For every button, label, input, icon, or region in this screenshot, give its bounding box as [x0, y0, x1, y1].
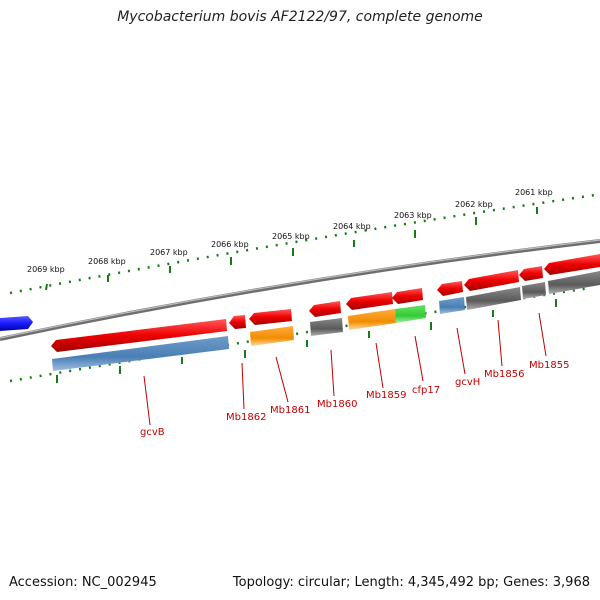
- cds-bar-cfp17[interactable]: [395, 305, 426, 323]
- gene-arrow-gcvH[interactable]: [437, 281, 463, 296]
- cds-bar-Mb1855a[interactable]: [522, 282, 546, 299]
- ruler-label: 2069 kbp: [27, 265, 65, 274]
- ruler-label: 2063 kbp: [394, 211, 432, 220]
- backbone-line: [0, 239, 600, 341]
- gene-label: cfp17: [412, 385, 440, 396]
- cds-bar-Mb1855b[interactable]: [548, 271, 600, 294]
- cds-bar-gcvB[interactable]: [52, 336, 229, 371]
- ruler-label: 2068 kbp: [88, 257, 126, 266]
- gene-arrow-Mb1859[interactable]: [346, 292, 393, 310]
- topology-stats: Topology: circular; Length: 4,345,492 bp…: [232, 575, 590, 590]
- gene-label: Mb1856: [484, 369, 524, 380]
- ruler-label: 2066 kbp: [211, 240, 249, 249]
- cds-bar-Mb1861[interactable]: [250, 326, 294, 346]
- gene-label: Mb1859: [366, 390, 406, 401]
- backbone-highlight: [0, 239, 600, 339]
- ruler-label: 2064 kbp: [333, 222, 371, 231]
- map-title: Mycobacterium bovis AF2122/97, complete …: [117, 9, 483, 25]
- cds-bar-gcvH[interactable]: [439, 297, 465, 314]
- inner-ruler-major-ticks: [56, 299, 557, 383]
- gene-label: Mb1855: [529, 360, 569, 371]
- gene-label: gcvB: [140, 427, 165, 438]
- gene-label: Mb1861: [270, 405, 310, 416]
- gene-arrow-Mb1860[interactable]: [309, 301, 341, 317]
- gene-label: Mb1860: [317, 399, 357, 410]
- cds-bar-Mb1860[interactable]: [310, 318, 343, 336]
- ruler-label: 2065 kbp: [272, 232, 310, 241]
- ruler-label: 2061 kbp: [515, 188, 553, 197]
- gene-arrow-Mb1861[interactable]: [249, 309, 292, 325]
- gene-label: Mb1862: [226, 412, 266, 423]
- ruler-label: 2067 kbp: [150, 248, 188, 257]
- ruler-label: 2062 kbp: [455, 200, 493, 209]
- feature-blue-arrow[interactable]: [0, 316, 33, 331]
- outer-ruler-major-ticks: [45, 207, 538, 291]
- cds-bar-Mb1859[interactable]: [348, 309, 396, 330]
- gene-arrow-Mb1862[interactable]: [229, 315, 246, 329]
- gene-arrow-Mb1855a[interactable]: [519, 266, 543, 281]
- gene-arrow-gcvB[interactable]: [51, 319, 227, 352]
- gene-arrow-cfp17[interactable]: [392, 288, 423, 304]
- label-leaders: [143, 312, 547, 426]
- gene-arrow-Mb1855b[interactable]: [544, 254, 600, 275]
- gene-label: gcvH: [455, 377, 480, 388]
- cds-bar-Mb1856[interactable]: [466, 287, 521, 310]
- gene-arrow-Mb1856[interactable]: [464, 270, 519, 291]
- accession-text: Accession: NC_002945: [9, 575, 157, 590]
